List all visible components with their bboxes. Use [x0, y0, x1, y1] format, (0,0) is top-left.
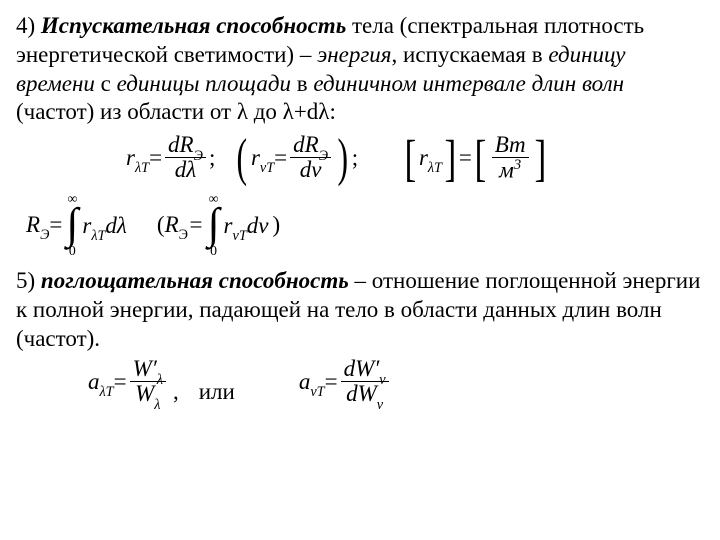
eq1-eq: =: [149, 144, 162, 173]
equation-row-3: aλT = W′λ Wλ , или aνT = dW′ν dWν: [16, 357, 704, 406]
eq2-eq2: =: [188, 211, 204, 240]
eq1-num-sub: Э: [194, 148, 203, 164]
sec4-unit-area: единицы площади: [117, 71, 291, 96]
eq1-sep1: ;: [209, 144, 215, 173]
eq3-a2-sub: νT: [310, 384, 324, 400]
sec4-t4: в: [291, 71, 313, 96]
eq1-paren: ( rνT = dRЭ dν ) ;: [233, 133, 358, 182]
eq1-sep2: ;: [352, 144, 358, 173]
eq3-a1-sub: λT: [100, 384, 114, 400]
eq2-intg1-r: r: [82, 213, 91, 238]
equation-row-2: RЭ = ∞ ∫ 0 rλTdλ ( RЭ = ∞ ∫ 0 rνTdν ): [16, 193, 704, 257]
sec4-t2: , испускаемая в: [392, 42, 549, 67]
eq3-num2-sub: ν: [379, 372, 385, 388]
eq1-paren-lhs: r: [251, 145, 260, 170]
eq3-eq2: =: [325, 368, 338, 397]
bracket-open-icon: [: [405, 138, 417, 178]
eq3-a2: a: [299, 369, 311, 394]
sec4-unit-interval: единичном интервале длин волн: [313, 71, 624, 96]
eq1-unit-num: Вт: [492, 133, 529, 158]
eq3-word: или: [199, 378, 235, 407]
paren-close-icon: ): [338, 137, 349, 179]
eq1-lhs-sub: λT: [135, 160, 149, 176]
eq1-pnum: dR: [293, 132, 319, 157]
eq3-den2: dW: [346, 381, 377, 406]
eq2-intg2-d: dν: [247, 213, 269, 238]
eq3-den1-sub: λ: [154, 397, 160, 413]
eq1-units: [ rλT ] = [ Вт м3 ]: [402, 133, 548, 183]
eq2-Rsub2: Э: [179, 227, 188, 243]
bracket-close-icon: ]: [445, 138, 457, 178]
eq2-intg1-d: dλ: [105, 213, 126, 238]
sec5-title: поглощательная способность: [41, 268, 349, 293]
equation-row-1: rλT = dRЭ dλ ; ( rνT = dRЭ dν ) ; [ rλT …: [16, 133, 704, 183]
integral2-icon: ∫: [208, 205, 220, 244]
eq3-num1-sub: λ: [157, 372, 163, 388]
eq2-intg2-sub: νT: [233, 228, 247, 244]
eq1-unit-den: м: [499, 158, 514, 183]
eq3-left: aλT = W′λ Wλ ,: [88, 357, 179, 406]
eq1-unit-den-sup: 3: [514, 157, 521, 173]
eq1-ulhs-sub: λT: [428, 160, 442, 176]
eq2-Rsub: Э: [40, 227, 49, 243]
eq1-eq3: =: [459, 144, 472, 173]
eq2-Rlhs: R: [26, 212, 40, 237]
eq2-intg2-r: r: [224, 213, 233, 238]
section-5-paragraph: 5) поглощательная способность – отношени…: [16, 267, 704, 353]
section-4-paragraph: 4) Испускательная способность тела (спек…: [16, 12, 704, 127]
sec4-num: 4): [16, 13, 41, 38]
paren-open-icon: (: [237, 137, 248, 179]
sec5-num: 5): [16, 268, 41, 293]
eq3-num2: dW′: [344, 356, 380, 381]
eq2-paren: ( RЭ = ∞ ∫ 0 rνTdν ): [157, 193, 280, 257]
eq3-num1: W′: [133, 356, 157, 381]
sec4-title: Испускательная способность: [41, 13, 346, 38]
eq3-comma: ,: [173, 378, 179, 407]
eq1-eq2: =: [274, 144, 287, 173]
eq1-paren-sub: νT: [260, 160, 274, 176]
eq3-den1: W: [135, 381, 154, 406]
bracket-open2-icon: [: [474, 138, 486, 178]
eq1-main: rλT = dRЭ dλ ;: [126, 133, 215, 182]
integral-icon: ∫: [66, 205, 78, 244]
eq3-right: aνT = dW′ν dWν: [299, 357, 392, 406]
sec4-energy: энергия: [317, 42, 391, 67]
eq3-a1: a: [88, 369, 100, 394]
eq3-den2-sub: ν: [377, 397, 383, 413]
bracket-close2-icon: ]: [534, 138, 546, 178]
eq1-lhs: r: [126, 145, 135, 170]
eq2-intg1-sub: λT: [91, 228, 105, 244]
eq2-eq: =: [49, 211, 62, 240]
eq3-eq: =: [114, 368, 127, 397]
eq1-ulhs: r: [419, 145, 428, 170]
eq1-pnum-sub: Э: [319, 148, 328, 164]
eq2-Rlhs2: R: [165, 212, 179, 237]
eq2-int-lower: 0: [69, 245, 76, 257]
sec4-t3: с: [95, 71, 117, 96]
eq1-num: dR: [168, 132, 194, 157]
sec4-t5: (частот) из области от λ до λ+dλ:: [16, 99, 336, 124]
eq2-int-lower2: 0: [210, 245, 217, 257]
eq2-main: RЭ = ∞ ∫ 0 rλTdλ: [26, 193, 131, 257]
